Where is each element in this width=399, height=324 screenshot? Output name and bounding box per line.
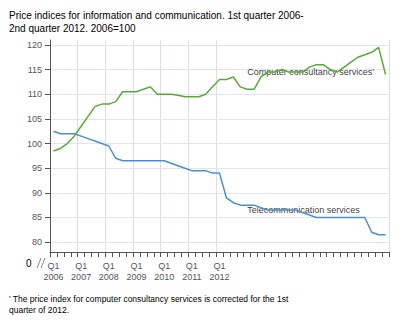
svg-text:90: 90 bbox=[32, 188, 42, 198]
svg-text:95: 95 bbox=[32, 163, 42, 173]
svg-text:2006: 2006 bbox=[43, 272, 63, 282]
svg-text:Q1: Q1 bbox=[213, 261, 225, 271]
svg-text:' The price index for computer: ' The price index for computer consultan… bbox=[9, 294, 291, 304]
svg-text:Q1: Q1 bbox=[103, 261, 115, 271]
svg-text:Telecommunication services: Telecommunication services bbox=[247, 204, 360, 215]
svg-text:100: 100 bbox=[27, 139, 42, 149]
svg-text:Q1: Q1 bbox=[47, 261, 59, 271]
svg-text:Q1: Q1 bbox=[186, 261, 198, 271]
svg-text:Q1: Q1 bbox=[75, 261, 87, 271]
svg-text:2011: 2011 bbox=[182, 272, 201, 282]
svg-text:120: 120 bbox=[27, 40, 42, 50]
svg-text:Computer consultancy services': Computer consultancy services' bbox=[247, 67, 374, 78]
svg-text:0: 0 bbox=[26, 258, 32, 269]
svg-text:2008: 2008 bbox=[99, 272, 119, 282]
svg-text:2009: 2009 bbox=[126, 272, 146, 282]
svg-text:Price indices for information: Price indices for information and commun… bbox=[9, 10, 304, 21]
svg-text:2012: 2012 bbox=[209, 272, 229, 282]
svg-text:115: 115 bbox=[28, 65, 42, 75]
svg-text:2010: 2010 bbox=[154, 272, 174, 282]
svg-text:Q1: Q1 bbox=[158, 261, 170, 271]
svg-text:Q1: Q1 bbox=[130, 261, 142, 271]
svg-text:2007: 2007 bbox=[71, 272, 91, 282]
svg-text:110: 110 bbox=[28, 89, 42, 99]
svg-text:80: 80 bbox=[32, 237, 42, 247]
svg-text:2nd quarter 2012. 2006=100: 2nd quarter 2012. 2006=100 bbox=[9, 23, 136, 34]
svg-text:85: 85 bbox=[32, 212, 42, 222]
svg-text:quarter of 2012.: quarter of 2012. bbox=[9, 305, 69, 315]
svg-text:105: 105 bbox=[27, 114, 42, 124]
